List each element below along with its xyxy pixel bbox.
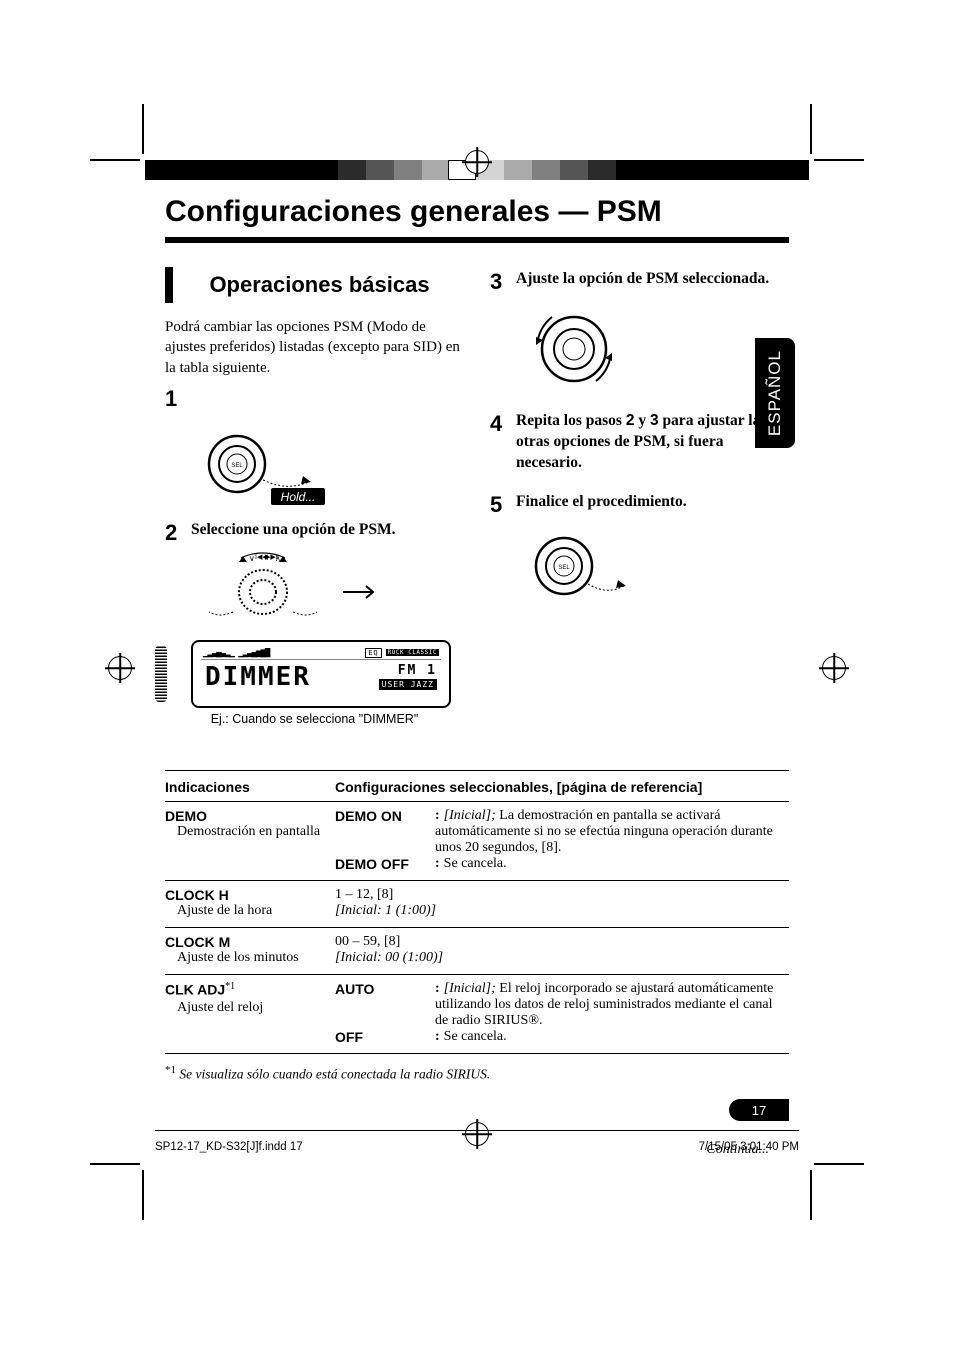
section-heading: Operaciones básicas [187,273,452,297]
option-text: Se cancela. [444,856,507,871]
register-target-left [108,656,132,685]
knob-adjust-illustration [518,301,638,401]
row-name: CLOCK M [165,934,329,950]
step-5-text: Finalice el procedimiento. [516,492,785,513]
table-header-settings: Configuraciones seleccionables, [página … [335,779,789,795]
step-number-4: 4 [490,411,512,437]
knob-finish-illustration: SEL [518,524,628,610]
display-signal-bars: ▁▂▃▄▃▂▁ ▁▂▃▄▅▆▇ [203,648,269,658]
crop-mark [814,159,864,161]
footer-file: SP12-17_KD-S32[J]f.indd 17 [155,1141,303,1153]
row-name: CLK ADJ [165,982,225,998]
row-range: 1 – 12, [8] [335,887,789,903]
option-label: DEMO OFF [335,856,435,872]
option-initial: [Inicial]; [444,981,500,996]
svg-text:▶▶I: ▶▶I [265,554,278,561]
crop-mark [90,1163,140,1165]
table-footnote: *1 Se visualiza sólo cuando está conecta… [165,1064,789,1083]
step-4-part-a: Repita los pasos [516,412,626,429]
row-sub: Ajuste de la hora [165,903,329,919]
step-number-2: 2 [165,520,187,546]
svg-text:SEL: SEL [558,565,570,571]
display-side-strip [155,646,167,702]
display-tag: ROCK CLASSIC [386,649,439,656]
crop-mark [90,159,140,161]
display-eq-indicator: EQ [365,648,381,658]
table-header-indications: Indicaciones [165,779,335,795]
step-4-and: y [634,412,650,429]
option-text: Se cancela. [444,1029,507,1044]
row-name: CLOCK H [165,887,329,903]
option-colon: : [435,1029,444,1044]
step-number-5: 5 [490,492,512,518]
row-initial: [Inicial: 1 (1:00)] [335,903,789,919]
display-band: FM 1 [379,664,437,679]
register-target-top [465,150,489,179]
psm-settings-table: Indicaciones Configuraciones seleccionab… [165,770,789,1083]
display-sub-tag: USER JAZZ [379,679,437,690]
register-target-right [822,656,846,685]
section-heading-box: Operaciones básicas [165,267,464,303]
option-label: OFF [335,1029,435,1045]
option-colon: : [435,981,444,996]
option-initial: [Inicial]; [444,808,500,823]
row-sub: Demostración en pantalla [165,824,329,840]
crop-mark [142,1170,144,1220]
row-sub: Ajuste del reloj [165,1000,329,1016]
registration-bar-top-right [448,160,809,180]
crop-mark [142,104,144,154]
radio-display: ▁▂▃▄▃▂▁ ▁▂▃▄▅▆▇ EQ ROCK CLASSIC DIMMER F… [191,640,451,708]
page-number: 17 [752,1103,766,1118]
footer-timestamp: 7/15/05 3:01:40 PM [699,1141,799,1153]
row-range: 00 – 59, [8] [335,934,789,950]
step-2-text: Seleccione una opción de PSM. [191,520,460,541]
display-caption: Ej.: Cuando se selecciona "DIMMER" [165,712,464,726]
row-initial: [Inicial: 00 (1:00)] [335,950,789,966]
option-label: DEMO ON [335,808,435,856]
footnote-marker: *1 [165,1064,176,1076]
svg-text:SEL: SEL [231,463,243,469]
knob-hold-illustration: SEL Hold... [193,418,333,510]
option-colon: : [435,808,444,823]
title-rule [165,237,789,243]
svg-text:∨: ∨ [249,554,255,563]
option-label: AUTO [335,981,435,1029]
display-main-word: DIMMER [205,664,311,690]
page-body: Configuraciones generales — PSM Operacio… [165,195,789,1121]
step-4-ref-3: 3 [650,412,659,429]
crop-mark [810,104,812,154]
intro-text: Podrá cambiar las opciones PSM (Modo de … [165,317,464,378]
knob-rotate-illustration: ∨ ∧ I◀◀ ▶▶I [193,552,393,630]
step-number-3: 3 [490,269,512,295]
step-4-text: Repita los pasos 2 y 3 para ajustar las … [516,411,785,474]
crop-mark [814,1163,864,1165]
step-3-text: Ajuste la opción de PSM seleccionada. [516,269,785,290]
hold-tag: Hold... [281,490,316,504]
row-name: DEMO [165,808,329,824]
row-sup: *1 [225,981,235,992]
option-colon: : [435,856,444,871]
step-number-1: 1 [165,386,187,412]
page-title: Configuraciones generales — PSM [165,195,789,229]
footnote-text: Se visualiza sólo cuando está conectada … [179,1066,490,1081]
page-number-pill: 17 [729,1099,789,1121]
row-sub: Ajuste de los minutos [165,950,329,966]
print-footer: SP12-17_KD-S32[J]f.indd 17 7/15/05 3:01:… [155,1130,799,1153]
crop-mark [810,1170,812,1220]
